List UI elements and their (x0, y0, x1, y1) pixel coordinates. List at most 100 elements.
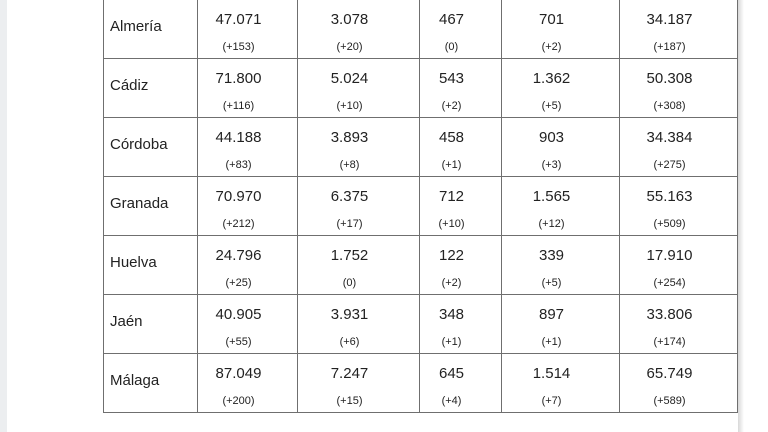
value-cell: 712 (+10) (419, 176, 502, 236)
cell-value: 65.749 (646, 365, 693, 382)
cell-delta: (+55) (225, 336, 252, 348)
cell-delta: (+2) (441, 100, 462, 112)
cell-value: 897 (538, 306, 565, 323)
cell-delta: (+200) (222, 395, 255, 407)
table-row: Granada 70.970 (+212) 6.375 (+17) 712 (+10) 1.5… (103, 176, 738, 236)
cell-delta: (+174) (653, 336, 686, 348)
cell-delta: (+7) (541, 395, 562, 407)
table-row: Jaén 40.905 (+55) 3.931 (+6) 348 (+1) 897 (+1) 33… (103, 294, 738, 354)
table-row: Almería 47.071 (+153) 3.078 (+20) 467 (0) 701 (+… (103, 0, 738, 59)
cell-delta: (+153) (222, 41, 255, 53)
cell-delta: (+589) (653, 395, 686, 407)
value-cell: 3.078 (+20) (297, 0, 420, 59)
cell-delta: (0) (444, 41, 459, 53)
cell-delta: (0) (342, 277, 357, 289)
cell-value: 70.970 (215, 188, 262, 205)
cell-delta: (+25) (225, 277, 252, 289)
cell-delta: (+187) (653, 41, 686, 53)
cell-value: 44.188 (215, 129, 262, 146)
cell-delta: (+1) (441, 336, 462, 348)
value-cell: 44.188 (+83) (197, 117, 298, 177)
value-cell: 1.565 (+12) (501, 176, 620, 236)
value-cell: 645 (+4) (419, 353, 502, 413)
cell-delta: (+1) (541, 336, 562, 348)
cell-delta: (+20) (336, 41, 363, 53)
cell-value: 3.893 (330, 129, 369, 146)
cell-value: 33.806 (646, 306, 693, 323)
cell-value: 712 (438, 188, 465, 205)
value-cell: 467 (0) (419, 0, 502, 59)
cell-delta: (+275) (653, 159, 686, 171)
value-cell: 70.970 (+212) (197, 176, 298, 236)
value-cell: 65.749 (+589) (619, 353, 738, 413)
cell-delta: (+2) (541, 41, 562, 53)
cell-delta: (+212) (222, 218, 255, 230)
cell-value: 122 (438, 247, 465, 264)
cell-value: 71.800 (215, 70, 262, 87)
value-cell: 34.384 (+275) (619, 117, 738, 177)
cell-value: 903 (538, 129, 565, 146)
cell-value: 701 (538, 11, 565, 28)
cell-value: 7.247 (330, 365, 369, 382)
province-name: Málaga (103, 353, 198, 413)
page-shadow (738, 0, 744, 432)
cell-value: 645 (438, 365, 465, 382)
province-name: Granada (103, 176, 198, 236)
cell-value: 458 (438, 129, 465, 146)
cell-value: 1.752 (330, 247, 369, 264)
value-cell: 3.931 (+6) (297, 294, 420, 354)
cell-delta: (+116) (222, 100, 255, 112)
table-row: Málaga 87.049 (+200) 7.247 (+15) 645 (+4) 1.514… (103, 353, 738, 413)
cell-value: 87.049 (215, 365, 262, 382)
province-table: Almería 47.071 (+153) 3.078 (+20) 467 (0) 701 (+… (103, 0, 738, 413)
value-cell: 6.375 (+17) (297, 176, 420, 236)
cell-delta: (+254) (653, 277, 686, 289)
cell-delta: (+1) (441, 159, 462, 171)
cell-value: 467 (438, 11, 465, 28)
table-row: Córdoba 44.188 (+83) 3.893 (+8) 458 (+1) 903 (+3… (103, 117, 738, 177)
province-name: Jaén (103, 294, 198, 354)
cell-delta: (+8) (339, 159, 360, 171)
province-name: Cádiz (103, 58, 198, 118)
value-cell: 903 (+3) (501, 117, 620, 177)
cell-delta: (+509) (653, 218, 686, 230)
cell-delta: (+10) (336, 100, 363, 112)
cell-value: 17.910 (646, 247, 693, 264)
value-cell: 122 (+2) (419, 235, 502, 295)
province-name: Córdoba (103, 117, 198, 177)
value-cell: 40.905 (+55) (197, 294, 298, 354)
cell-delta: (+4) (441, 395, 462, 407)
cell-value: 1.565 (532, 188, 571, 205)
value-cell: 71.800 (+116) (197, 58, 298, 118)
cell-delta: (+12) (538, 218, 565, 230)
cell-delta: (+5) (541, 277, 562, 289)
value-cell: 55.163 (+509) (619, 176, 738, 236)
value-cell: 7.247 (+15) (297, 353, 420, 413)
cell-value: 24.796 (215, 247, 262, 264)
cell-delta: (+15) (336, 395, 363, 407)
cell-delta: (+5) (541, 100, 562, 112)
cell-value: 5.024 (330, 70, 369, 87)
cell-value: 34.384 (646, 129, 693, 146)
value-cell: 1.362 (+5) (501, 58, 620, 118)
cell-delta: (+2) (441, 277, 462, 289)
value-cell: 897 (+1) (501, 294, 620, 354)
cell-value: 543 (438, 70, 465, 87)
cell-value: 6.375 (330, 188, 369, 205)
cell-value: 339 (538, 247, 565, 264)
cell-value: 40.905 (215, 306, 262, 323)
province-name: Almería (103, 0, 198, 59)
cell-value: 34.187 (646, 11, 693, 28)
table-row: Cádiz 71.800 (+116) 5.024 (+10) 543 (+2) 1.362 (… (103, 58, 738, 118)
value-cell: 543 (+2) (419, 58, 502, 118)
value-cell: 348 (+1) (419, 294, 502, 354)
cell-delta: (+83) (225, 159, 252, 171)
cell-value: 50.308 (646, 70, 693, 87)
table-row: Huelva 24.796 (+25) 1.752 (0) 122 (+2) 339 (+5) 1… (103, 235, 738, 295)
value-cell: 87.049 (+200) (197, 353, 298, 413)
cell-delta: (+308) (653, 100, 686, 112)
value-cell: 34.187 (+187) (619, 0, 738, 59)
cell-value: 1.514 (532, 365, 571, 382)
value-cell: 33.806 (+174) (619, 294, 738, 354)
cell-value: 3.931 (330, 306, 369, 323)
